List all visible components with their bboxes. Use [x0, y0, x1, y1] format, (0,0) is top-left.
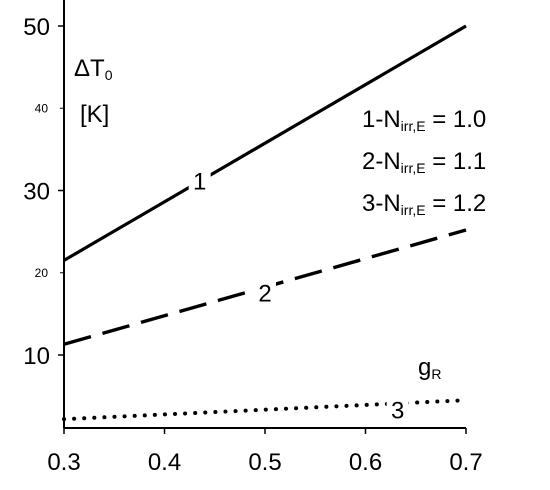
curve-label-bg-3	[386, 394, 409, 423]
x-tick-label-1: 0.4	[148, 449, 181, 476]
legend-entry-3-sub: irr,E	[401, 202, 426, 218]
legend-entry-1: 1-Nirr,E = 1.0	[362, 106, 486, 134]
x-tick-label-0: 0.3	[47, 449, 80, 476]
curve-label-bg-2	[254, 277, 276, 306]
y-axis-label-symbol: ΔT	[74, 55, 105, 82]
legend-entry-2: 2-Nirr,E = 1.1	[362, 148, 486, 176]
curve-label-3: 3	[391, 397, 404, 424]
legend: 1-Nirr,E = 1.0 2-Nirr,E = 1.1 3-Nirr,E =…	[362, 106, 486, 218]
x-axis-label-sub: R	[431, 366, 441, 382]
legend-entry-2-prefix: 2-N	[362, 148, 401, 175]
y-axis-unit: [K]	[80, 101, 109, 128]
legend-entry-2-suffix: = 1.1	[426, 148, 487, 175]
y-tick-label-minor-0: 20	[35, 266, 49, 280]
x-axis-label-base: g	[418, 354, 431, 381]
y-tick-label-major-2: 50	[23, 14, 50, 41]
y-axis-label-sub: 0	[105, 67, 113, 83]
legend-entry-3-suffix: = 1.2	[426, 190, 487, 217]
legend-entry-3: 3-Nirr,E = 1.2	[362, 190, 486, 218]
y-ticks: 10 30 50 20 40	[23, 14, 64, 370]
x-tick-label-2: 0.5	[248, 449, 281, 476]
curve-label-1: 1	[193, 169, 206, 196]
curve-label-bg-1	[188, 165, 211, 194]
curve-label-2: 2	[258, 280, 271, 307]
legend-entry-1-suffix: = 1.0	[426, 106, 487, 133]
y-axis-label: ΔT0	[74, 55, 113, 83]
legend-entry-1-sub: irr,E	[401, 118, 426, 134]
y-tick-label-major-0: 10	[23, 343, 50, 370]
legend-entry-1-prefix: 1-N	[362, 106, 401, 133]
series-layer	[62, 24, 468, 422]
x-axis-label: gR	[418, 354, 441, 382]
x-tick-label-4: 0.7	[449, 449, 482, 476]
x-tick-label-3: 0.6	[349, 449, 382, 476]
y-tick-label-major-1: 30	[23, 179, 50, 206]
curve-labels: 1 2 3	[188, 165, 409, 424]
y-tick-label-minor-1: 40	[35, 101, 49, 115]
legend-entry-3-prefix: 3-N	[362, 190, 401, 217]
x-ticks: 0.3 0.4 0.5 0.6 0.7	[47, 428, 483, 476]
series-line-1	[63, 24, 467, 262]
legend-entry-2-sub: irr,E	[401, 160, 426, 176]
